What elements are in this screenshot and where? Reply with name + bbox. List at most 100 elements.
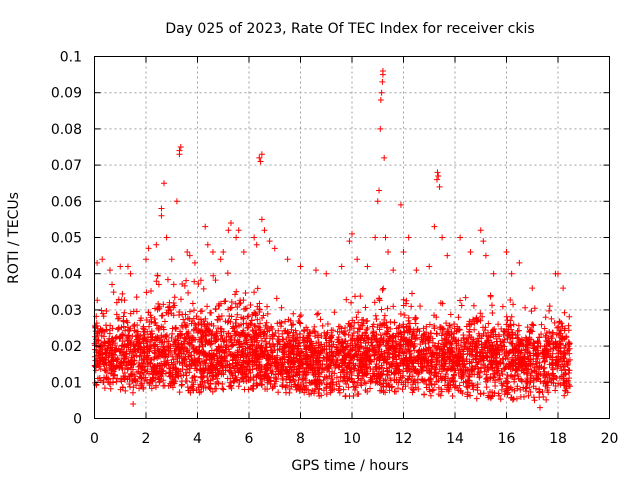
data-point — [379, 286, 386, 293]
data-point — [388, 369, 395, 376]
data-point — [277, 370, 284, 377]
data-point — [147, 360, 154, 367]
data-point — [385, 248, 392, 255]
data-point — [252, 355, 259, 362]
data-point — [156, 378, 163, 385]
data-point — [392, 348, 399, 355]
data-point — [405, 314, 412, 321]
data-point — [335, 387, 342, 394]
data-point — [162, 360, 169, 367]
data-point — [449, 392, 456, 399]
data-point — [409, 330, 416, 337]
data-point — [273, 295, 280, 302]
data-point — [149, 363, 156, 370]
data-point — [296, 319, 303, 326]
data-point — [186, 252, 193, 259]
data-point — [101, 374, 108, 381]
data-point — [204, 320, 211, 327]
data-point — [340, 329, 347, 336]
data-point — [492, 359, 499, 366]
data-point — [229, 342, 236, 349]
data-point — [412, 320, 419, 327]
data-point — [555, 270, 561, 277]
data-point — [379, 78, 386, 85]
data-point — [252, 311, 259, 318]
data-point — [563, 378, 570, 385]
data-point — [463, 358, 470, 365]
data-point — [556, 341, 563, 348]
data-point — [487, 361, 494, 368]
data-point — [102, 367, 109, 374]
data-point — [186, 316, 193, 323]
data-point — [532, 345, 539, 352]
data-point — [384, 371, 391, 378]
data-point — [450, 372, 457, 379]
data-point — [552, 383, 559, 390]
data-point — [225, 330, 232, 337]
data-point — [136, 359, 143, 366]
data-point — [333, 344, 340, 351]
data-point — [156, 348, 163, 355]
data-point — [562, 370, 569, 377]
data-point — [390, 267, 397, 274]
data-point — [495, 390, 502, 397]
data-point — [117, 386, 124, 393]
data-point — [560, 336, 567, 343]
data-point — [144, 358, 151, 365]
data-point — [487, 332, 494, 339]
data-point — [478, 341, 485, 348]
data-point — [253, 339, 260, 346]
data-point — [118, 297, 125, 304]
data-point — [159, 346, 166, 353]
data-point — [405, 234, 412, 241]
data-point — [338, 263, 345, 270]
data-point — [528, 308, 535, 315]
data-point — [488, 393, 495, 400]
data-point — [474, 381, 481, 388]
data-point — [555, 323, 562, 330]
data-point — [288, 383, 295, 390]
data-point — [172, 371, 179, 378]
data-point — [328, 338, 335, 345]
data-point — [457, 234, 464, 241]
data-point — [202, 332, 209, 339]
data-point — [523, 388, 530, 395]
data-point — [240, 353, 247, 360]
data-point — [402, 377, 409, 384]
data-point — [447, 382, 454, 389]
data-point — [518, 378, 525, 385]
data-point — [163, 332, 170, 339]
data-point — [489, 392, 496, 399]
data-point — [356, 326, 363, 333]
data-point — [433, 358, 440, 365]
data-point — [235, 331, 242, 338]
data-point — [480, 361, 487, 368]
data-point — [280, 376, 287, 383]
data-point — [279, 355, 286, 362]
data-point — [125, 332, 132, 339]
data-point — [243, 368, 250, 375]
data-point — [377, 96, 384, 103]
data-point — [320, 366, 327, 373]
data-point — [121, 309, 128, 316]
data-point — [135, 340, 142, 347]
data-point — [103, 308, 110, 315]
data-point — [256, 345, 263, 352]
data-point — [108, 354, 115, 361]
data-point — [296, 313, 303, 320]
y-tick-label: 0.08 — [51, 122, 82, 138]
data-point — [170, 375, 177, 382]
data-point — [223, 342, 230, 349]
data-point — [437, 392, 444, 399]
data-point — [263, 344, 270, 351]
data-point — [520, 393, 527, 400]
data-point — [349, 230, 355, 237]
data-point — [468, 334, 475, 341]
data-point — [286, 343, 293, 350]
data-point — [522, 304, 529, 311]
data-point — [342, 392, 349, 399]
data-point — [387, 325, 394, 332]
data-point — [131, 357, 138, 364]
data-point — [463, 338, 470, 345]
data-point — [240, 248, 247, 255]
